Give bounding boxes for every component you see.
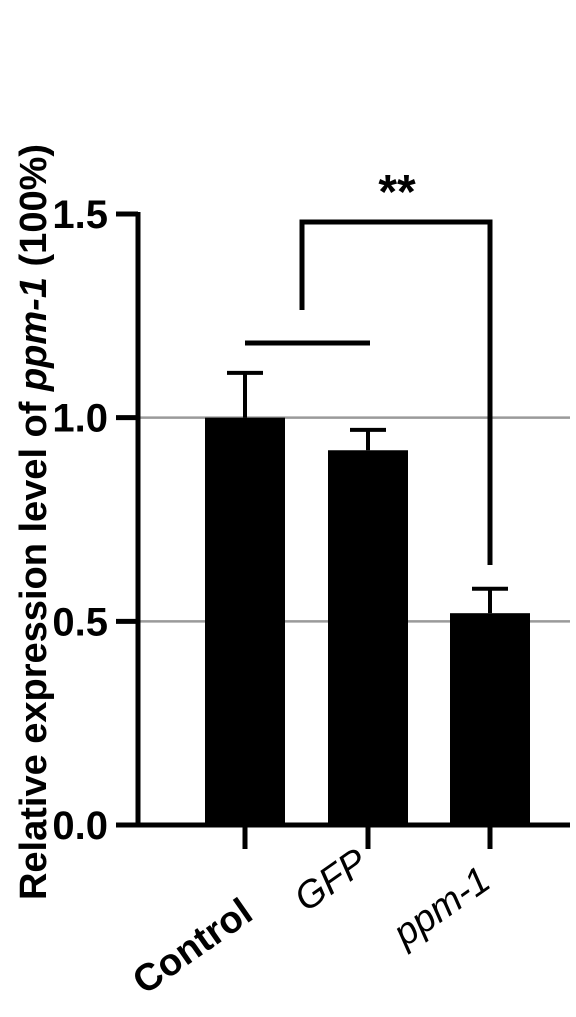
x-tick-label: ppm-1: [385, 859, 498, 956]
error-bar: [350, 427, 386, 451]
bar: [328, 450, 408, 825]
x-tick-label: Control: [125, 891, 260, 1003]
y-axis-label-part: ppm-1: [13, 277, 55, 392]
error-bars: [227, 370, 508, 614]
bars: [205, 417, 530, 825]
significance-bracket: **: [245, 166, 493, 565]
error-bar: [227, 370, 263, 418]
y-tick-label: 1.0: [52, 397, 108, 441]
y-tick-label: 0.0: [52, 804, 108, 848]
y-axis-label-part: (100%): [13, 144, 55, 277]
significance-label: **: [378, 166, 416, 219]
y-tick-label: 0.5: [52, 600, 108, 644]
bar: [205, 417, 285, 825]
y-axis-label-part: Relative expression level of: [13, 391, 55, 900]
y-tick-label: 1.5: [52, 193, 108, 237]
error-bar: [472, 586, 508, 614]
bar: [450, 613, 530, 825]
x-tick-label: GFP: [287, 841, 376, 921]
y-axis-label: Relative expression level of ppm-1 (100%…: [13, 144, 55, 900]
axes: 0.0 0.5 1.0 1.5: [52, 193, 570, 849]
significance-bracket-line: [299, 219, 493, 565]
